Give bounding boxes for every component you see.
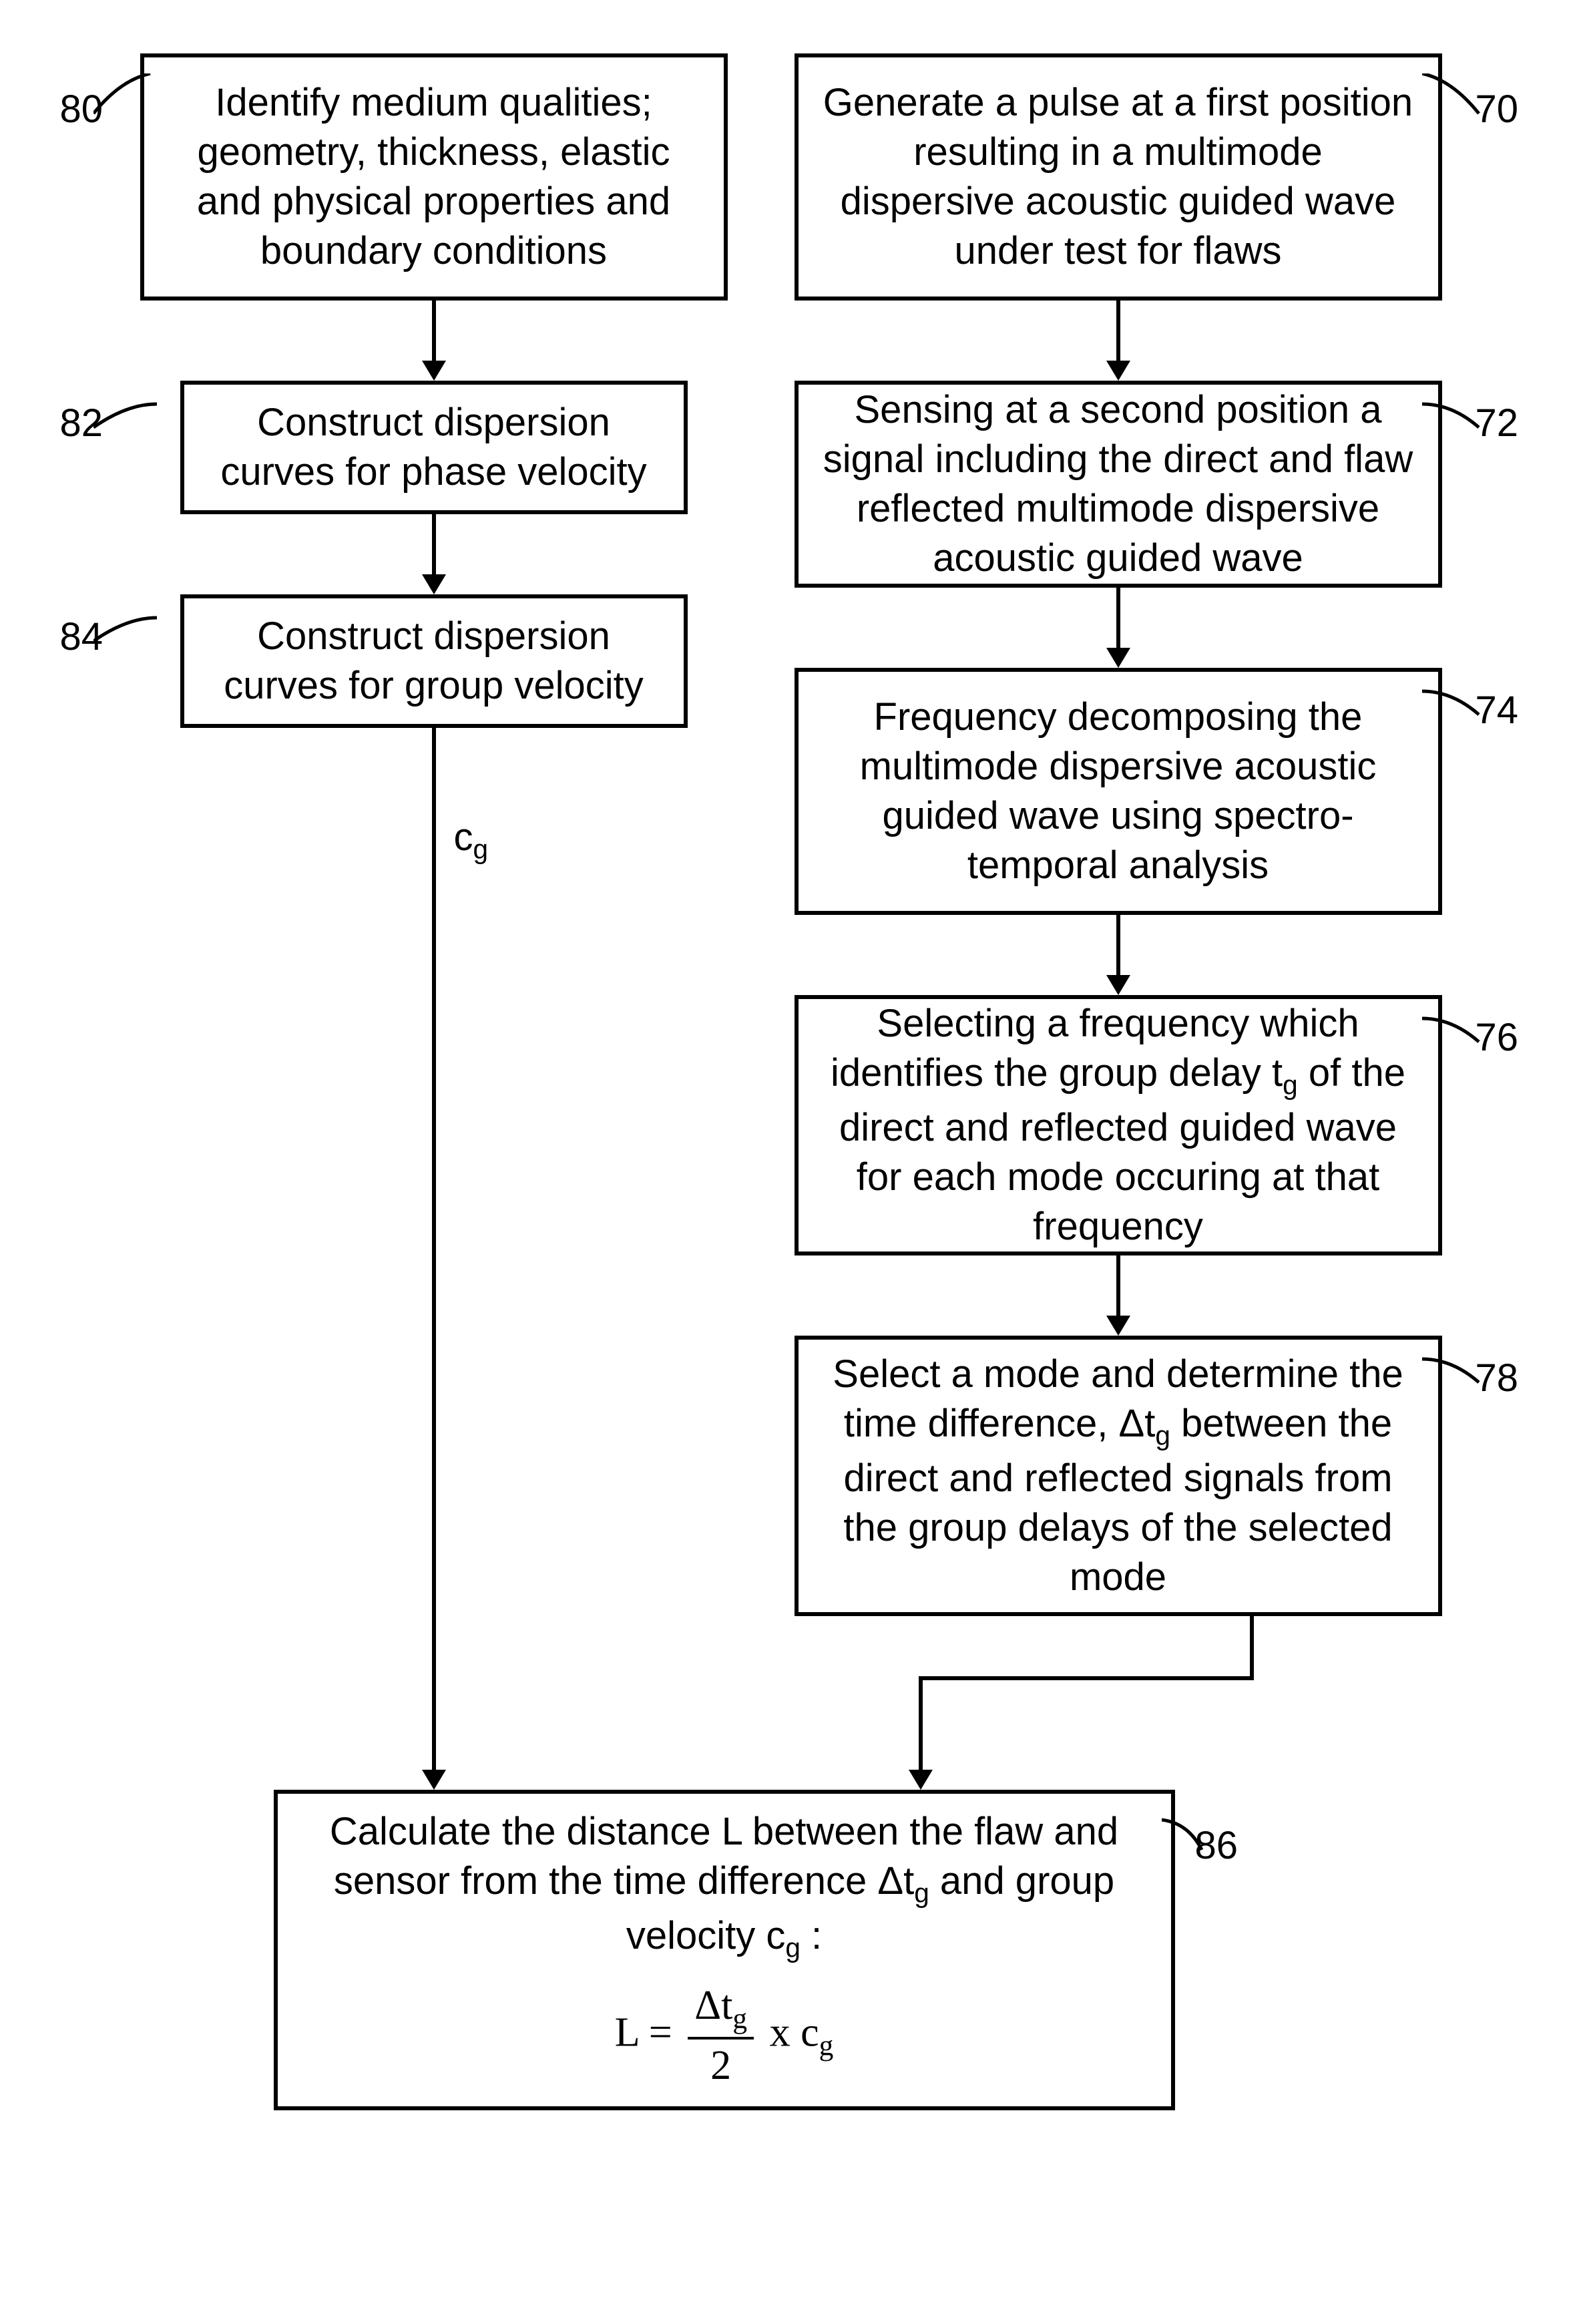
flowchart-diagram: Identify medium qualities; geometry, thi… — [20, 27, 1556, 2297]
node-76: Selecting a frequency which identifies t… — [795, 995, 1442, 1255]
node-82: Construct dispersion curves for phase ve… — [180, 381, 688, 514]
label-82: 82 — [60, 401, 103, 445]
arrow-head-84-86 — [422, 1770, 446, 1790]
arrow-78-86-h — [919, 1676, 1254, 1680]
leader-72 — [1422, 401, 1482, 434]
leader-80 — [93, 73, 154, 120]
arrow-78-86-v2 — [919, 1676, 923, 1770]
leader-86 — [1162, 1816, 1208, 1857]
node-72-text: Sensing at a second position a signal in… — [823, 385, 1414, 584]
arrow-head-76-78 — [1106, 1316, 1130, 1336]
node-78: Select a mode and determine the time dif… — [795, 1336, 1442, 1616]
node-78-text: Select a mode and determine the time dif… — [823, 1350, 1414, 1602]
node-74: Frequency decomposing the multimode disp… — [795, 668, 1442, 915]
node-82-text: Construct dispersion curves for phase ve… — [208, 398, 660, 497]
arrow-head-70-72 — [1106, 361, 1130, 381]
node-74-text: Frequency decomposing the multimode disp… — [823, 693, 1414, 891]
label-70: 70 — [1476, 87, 1519, 132]
node-86-equation: L = Δtg 2 x cg — [615, 1979, 834, 2093]
node-80-text: Identify medium qualities; geometry, thi… — [168, 78, 700, 276]
arrow-head-82-84 — [422, 574, 446, 594]
arrow-70-72 — [1116, 301, 1120, 361]
label-72: 72 — [1476, 401, 1519, 445]
arrow-72-74 — [1116, 588, 1120, 648]
leader-70 — [1422, 73, 1482, 120]
label-84: 84 — [60, 614, 103, 659]
arrow-76-78 — [1116, 1255, 1120, 1316]
arrow-80-82 — [432, 301, 436, 361]
node-70: Generate a pulse at a first position res… — [795, 53, 1442, 301]
arrow-head-78-86 — [909, 1770, 933, 1790]
label-78: 78 — [1476, 1356, 1519, 1400]
label-80: 80 — [60, 87, 103, 132]
node-84: Construct dispersion curves for group ve… — [180, 594, 688, 728]
arrow-84-86 — [432, 728, 436, 1770]
node-76-text: Selecting a frequency which identifies t… — [823, 999, 1414, 1251]
arrow-78-86-v1 — [1250, 1616, 1254, 1676]
arrow-head-80-82 — [422, 361, 446, 381]
node-80: Identify medium qualities; geometry, thi… — [140, 53, 728, 301]
label-76: 76 — [1476, 1015, 1519, 1060]
node-86-text: Calculate the distance L between the fla… — [302, 1807, 1147, 1965]
node-70-text: Generate a pulse at a first position res… — [823, 78, 1414, 276]
label-74: 74 — [1476, 688, 1519, 733]
arrow-head-74-76 — [1106, 975, 1130, 995]
node-86: Calculate the distance L between the fla… — [274, 1790, 1175, 2110]
arrow-74-76 — [1116, 915, 1120, 975]
leader-84 — [93, 614, 160, 648]
label-86: 86 — [1195, 1823, 1239, 1868]
node-84-text: Construct dispersion curves for group ve… — [208, 612, 660, 711]
arrow-head-72-74 — [1106, 648, 1130, 668]
arrow-82-84 — [432, 514, 436, 574]
leader-74 — [1422, 688, 1482, 721]
leader-78 — [1422, 1356, 1482, 1389]
leader-82 — [93, 401, 160, 434]
leader-76 — [1422, 1015, 1482, 1048]
node-72: Sensing at a second position a signal in… — [795, 381, 1442, 588]
edge-label-cg: cg — [454, 815, 489, 865]
